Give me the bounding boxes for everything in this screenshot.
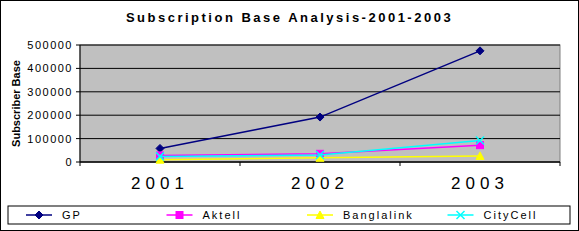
grid-line <box>80 91 560 92</box>
grid-line <box>80 138 560 139</box>
series-line <box>160 51 480 149</box>
tick-mark <box>76 68 80 69</box>
data-point <box>476 152 484 160</box>
frame <box>1 1 579 231</box>
data-point <box>156 152 164 160</box>
legend-label: GP <box>62 209 82 221</box>
y-tick-label: 500000 <box>27 39 73 51</box>
data-point <box>316 113 324 121</box>
x-tick-label: 2003 <box>451 174 509 193</box>
legend-marker <box>176 212 183 219</box>
legend-marker <box>316 211 324 219</box>
x-tick-label: 2001 <box>131 174 189 193</box>
chart: Subscription Base Analysis-2001-2003 Subs… <box>0 0 579 231</box>
tick-mark <box>76 162 80 163</box>
legend-marker <box>457 211 465 219</box>
y-tick-label: 400000 <box>27 62 73 74</box>
x-tick <box>400 162 401 166</box>
x-tick <box>80 162 81 166</box>
data-point <box>476 47 484 55</box>
legend-label: Banglalink <box>343 209 414 221</box>
y-tick-label: 200000 <box>27 109 73 121</box>
grid-line <box>80 45 560 46</box>
tick-mark <box>76 91 80 92</box>
legend <box>8 206 570 224</box>
plot-area <box>80 45 560 162</box>
y-tick-label: 300000 <box>27 86 73 98</box>
x-tick-label: 2002 <box>291 174 349 193</box>
legend-marker <box>35 211 43 219</box>
tick-mark <box>76 138 80 139</box>
y-tick-label: 0 <box>65 156 73 168</box>
tick-mark <box>76 115 80 116</box>
grid-line <box>80 68 560 69</box>
y-axis <box>80 45 81 162</box>
y-axis-label: Subscriber Base <box>10 60 22 147</box>
data-point <box>476 136 484 144</box>
x-tick <box>560 162 561 166</box>
legend-label: Aktell <box>203 209 242 221</box>
legend-label: CityCell <box>484 209 538 221</box>
y-tick-label: 100000 <box>27 133 73 145</box>
title: Subscription Base Analysis-2001-2003 <box>126 10 453 25</box>
series-group <box>156 47 484 163</box>
tick-mark <box>76 45 80 46</box>
x-tick <box>240 162 241 166</box>
data-point <box>316 151 324 159</box>
data-point <box>156 144 164 152</box>
